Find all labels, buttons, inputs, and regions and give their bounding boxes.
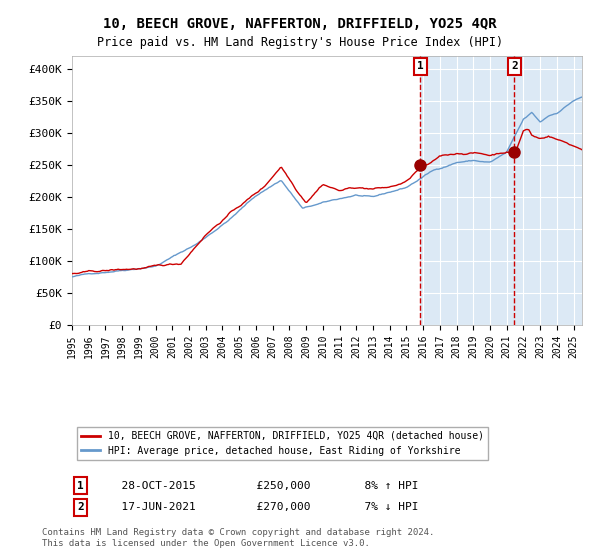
Text: 28-OCT-2015         £250,000        8% ↑ HPI: 28-OCT-2015 £250,000 8% ↑ HPI: [108, 481, 418, 491]
Text: 2: 2: [511, 62, 518, 71]
Text: 1: 1: [417, 62, 424, 71]
Text: Contains HM Land Registry data © Crown copyright and database right 2024.
This d: Contains HM Land Registry data © Crown c…: [42, 528, 434, 548]
Text: 17-JUN-2021         £270,000        7% ↓ HPI: 17-JUN-2021 £270,000 7% ↓ HPI: [108, 502, 418, 512]
Text: 2: 2: [77, 502, 84, 512]
Text: 1: 1: [77, 481, 84, 491]
Legend: 10, BEECH GROVE, NAFFERTON, DRIFFIELD, YO25 4QR (detached house), HPI: Average p: 10, BEECH GROVE, NAFFERTON, DRIFFIELD, Y…: [77, 427, 488, 460]
Text: Price paid vs. HM Land Registry's House Price Index (HPI): Price paid vs. HM Land Registry's House …: [97, 36, 503, 49]
Bar: [421, 56, 582, 325]
Text: 10, BEECH GROVE, NAFFERTON, DRIFFIELD, YO25 4QR: 10, BEECH GROVE, NAFFERTON, DRIFFIELD, Y…: [103, 17, 497, 31]
